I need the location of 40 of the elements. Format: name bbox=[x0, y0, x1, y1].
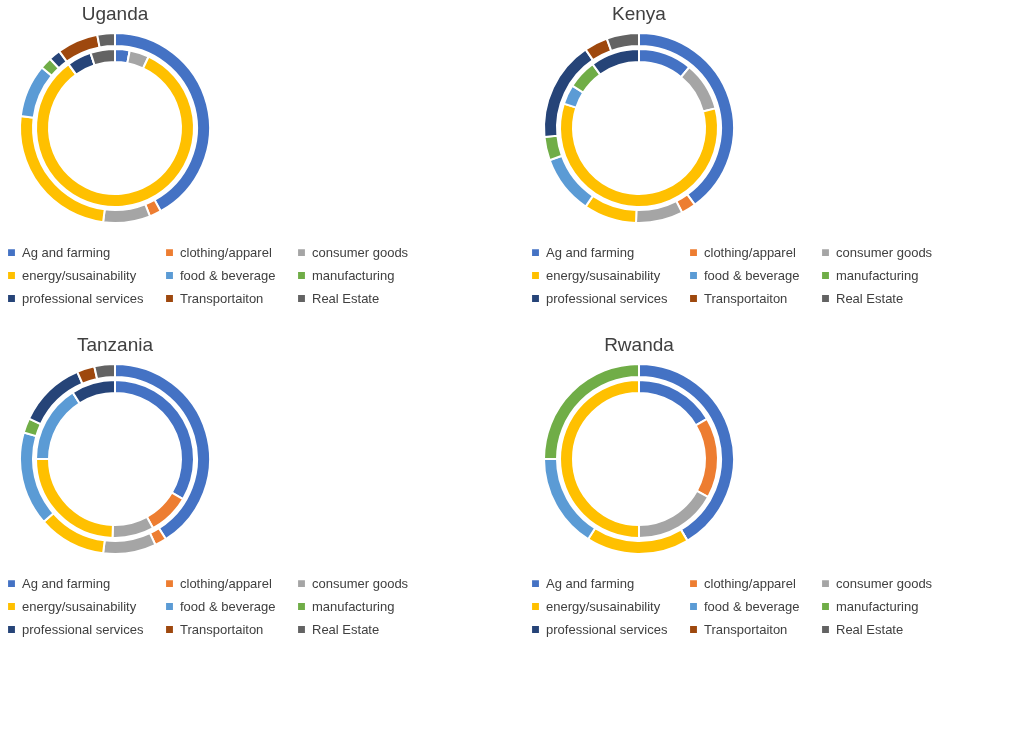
legend-label: manufacturing bbox=[836, 267, 919, 283]
legend-label: clothing/apparel bbox=[704, 575, 796, 591]
legend-label: energy/susainability bbox=[22, 267, 137, 283]
legend-label: food & beverage bbox=[704, 598, 800, 614]
legend-label: Ag and farming bbox=[22, 575, 111, 591]
legend-label: food & beverage bbox=[180, 267, 276, 283]
legend-label: Transportaiton bbox=[704, 621, 788, 637]
chart-title: Tanzania bbox=[76, 334, 154, 355]
legend-label: Transportaiton bbox=[180, 290, 264, 306]
legend-label: food & beverage bbox=[180, 598, 276, 614]
legend-label: professional services bbox=[22, 290, 144, 306]
legend-label: consumer goods bbox=[312, 575, 409, 591]
legend-label: manufacturing bbox=[312, 598, 395, 614]
legend-label: food & beverage bbox=[704, 267, 800, 283]
chart-title: Kenya bbox=[612, 3, 667, 24]
legend-label: clothing/apparel bbox=[180, 244, 272, 260]
legend-label: Real Estate bbox=[312, 621, 380, 637]
chart-title: Rwanda bbox=[604, 334, 675, 355]
legend-label: energy/susainability bbox=[546, 267, 661, 283]
legend-label: professional services bbox=[546, 290, 668, 306]
legend-label: clothing/apparel bbox=[704, 244, 796, 260]
legend-label: professional services bbox=[546, 621, 668, 637]
legend-label: Transportaiton bbox=[704, 290, 788, 306]
legend-label: Real Estate bbox=[312, 290, 380, 306]
chart-title: Uganda bbox=[81, 3, 149, 24]
legend-label: Real Estate bbox=[836, 290, 904, 306]
legend-label: manufacturing bbox=[836, 598, 919, 614]
legend-label: clothing/apparel bbox=[180, 575, 272, 591]
legend-label: consumer goods bbox=[836, 575, 933, 591]
legend-label: professional services bbox=[22, 621, 144, 637]
legend-label: energy/susainability bbox=[22, 598, 137, 614]
legend-label: manufacturing bbox=[312, 267, 395, 283]
legend-label: Ag and farming bbox=[546, 575, 635, 591]
legend-label: Real Estate bbox=[836, 621, 904, 637]
legend-label: consumer goods bbox=[312, 244, 409, 260]
legend-label: Transportaiton bbox=[180, 621, 264, 637]
legend-label: consumer goods bbox=[836, 244, 933, 260]
legend-label: Ag and farming bbox=[22, 244, 111, 260]
legend-label: energy/susainability bbox=[546, 598, 661, 614]
legend-label: Ag and farming bbox=[546, 244, 635, 260]
